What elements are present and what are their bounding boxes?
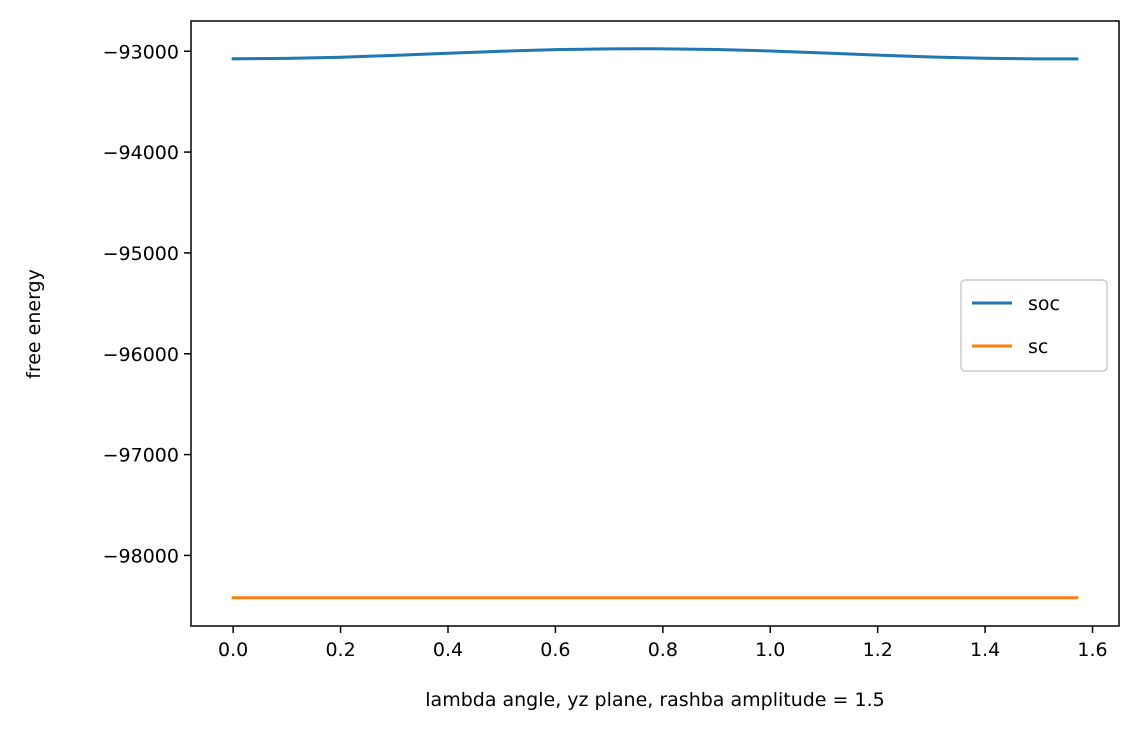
legend-label-sc: sc <box>1028 336 1048 358</box>
x-tick-label: 1.6 <box>1077 639 1107 661</box>
x-tick-label: 1.0 <box>755 639 785 661</box>
y-tick-label: −94000 <box>103 142 179 164</box>
legend-label-soc: soc <box>1028 293 1060 315</box>
y-axis-label: free energy <box>23 269 45 379</box>
x-tick-label: 1.4 <box>970 639 1000 661</box>
x-tick-label: 1.2 <box>863 639 893 661</box>
series-line-soc <box>231 47 1079 61</box>
x-tick-label: 0.4 <box>433 639 463 661</box>
y-axis-ticks: −98000 −97000 −96000 −95000 −94000 −93000 <box>103 41 191 567</box>
x-tick-label: 0.8 <box>648 639 678 661</box>
series-lines <box>231 47 1079 600</box>
legend: soc sc <box>960 279 1108 372</box>
y-tick-label: −98000 <box>103 545 179 567</box>
x-tick-label: 0.0 <box>218 639 248 661</box>
plot-frame <box>190 20 1120 627</box>
y-tick-label: −95000 <box>103 243 179 265</box>
y-tick-label: −97000 <box>103 445 179 467</box>
x-tick-label: 0.6 <box>540 639 570 661</box>
y-tick-label: −93000 <box>103 41 179 63</box>
x-axis-label: lambda angle, yz plane, rashba amplitude… <box>425 689 884 711</box>
x-axis-ticks: 0.0 0.2 0.4 0.6 0.8 1.0 1.2 1.4 1.6 <box>218 626 1108 661</box>
y-tick-label: −96000 <box>103 344 179 366</box>
x-tick-label: 0.2 <box>325 639 355 661</box>
